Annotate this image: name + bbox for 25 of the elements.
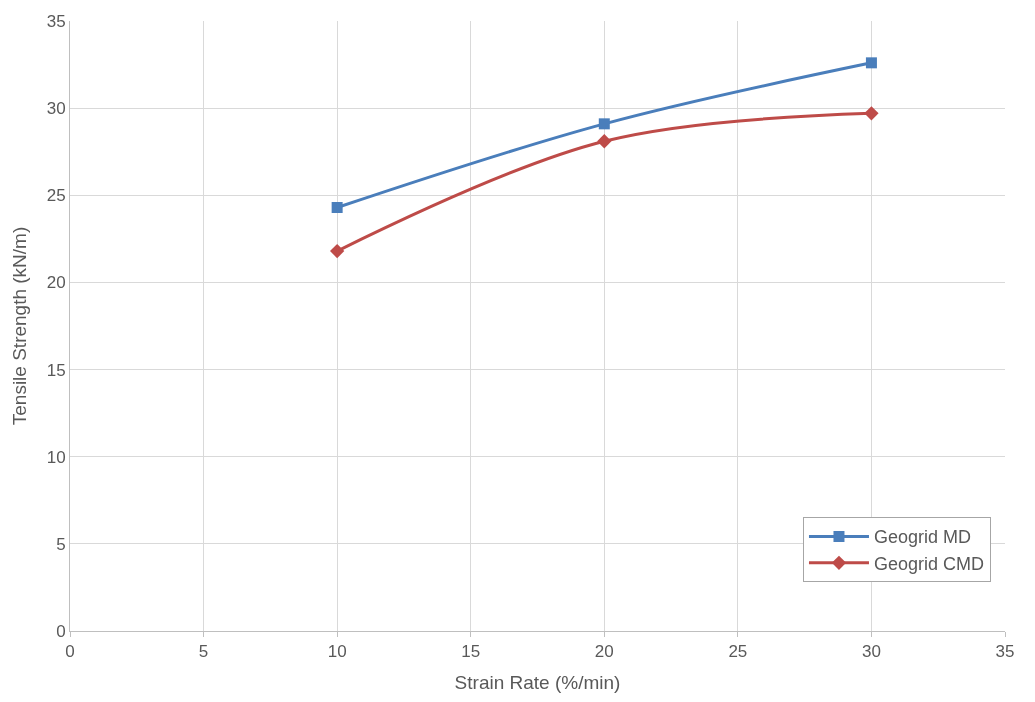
x-tick-label: 20 [594, 642, 614, 662]
y-axis-title: Tensile Strength (kN/m) [8, 226, 30, 426]
legend-label: Geogrid MD [873, 527, 972, 548]
point [331, 201, 343, 213]
y-tick-label: 15 [46, 360, 66, 380]
x-tick-label: 5 [198, 642, 209, 662]
y-tick-label: 0 [56, 621, 66, 641]
x-axis-title: Strain Rate (%/min) [454, 672, 621, 694]
point [597, 134, 612, 149]
point [864, 106, 879, 121]
x-tick-label: 25 [728, 642, 748, 662]
point [865, 57, 877, 69]
point [329, 243, 345, 259]
y-tick-label: 30 [46, 99, 66, 119]
legend-label: Geogrid CMD [873, 553, 985, 574]
y-tick-label: 20 [46, 273, 66, 293]
x-tick-label: 35 [995, 642, 1015, 662]
y-tick-label: 10 [46, 447, 66, 467]
point [598, 118, 610, 130]
x-tick-label: 10 [327, 642, 347, 662]
x-tick-label: 30 [861, 642, 881, 662]
y-tick-label: 25 [46, 186, 66, 206]
y-tick-label: 35 [46, 11, 66, 31]
x-tick-label: 15 [461, 642, 481, 662]
y-tick-label: 5 [56, 534, 66, 554]
